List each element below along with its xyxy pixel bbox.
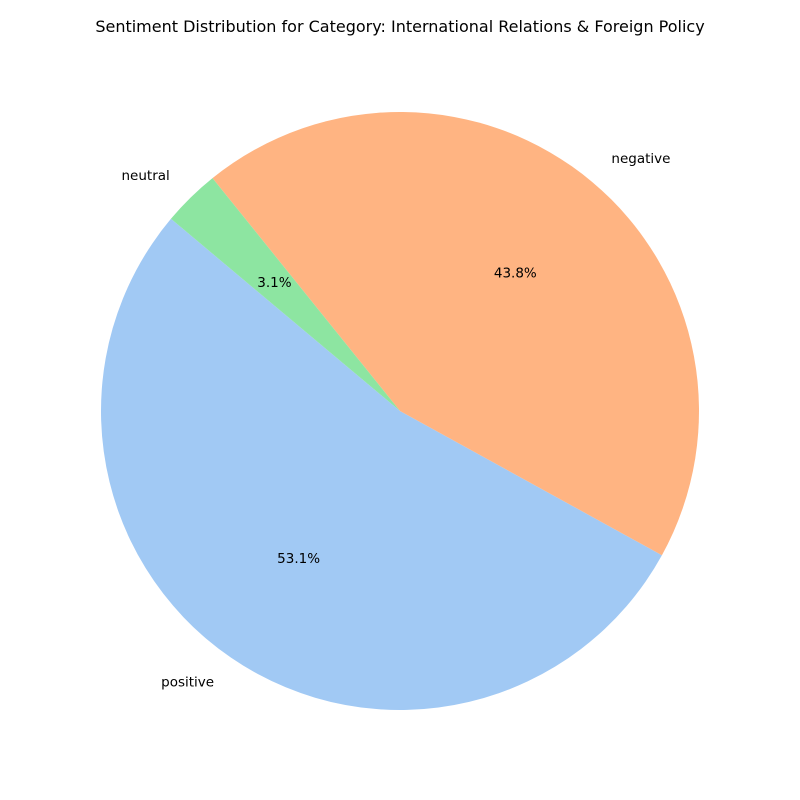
- pie-slice-neutral: [170, 178, 400, 411]
- slice-percent-neutral: 3.1%: [257, 275, 291, 291]
- slice-label-negative: negative: [611, 151, 670, 167]
- pie-slice-negative: [212, 111, 700, 556]
- pie-slice-positive: [101, 218, 662, 710]
- slice-percent-negative: 43.8%: [494, 266, 537, 282]
- pie-labels: positive 53.1% negative 43.8% neutral 3.1%: [122, 151, 671, 690]
- slice-label-neutral: neutral: [122, 168, 170, 184]
- chart-title: Sentiment Distribution for Category: Int…: [95, 17, 704, 36]
- slice-label-positive: positive: [161, 674, 214, 690]
- pie-slices: [101, 111, 700, 710]
- slice-percent-positive: 53.1%: [277, 551, 320, 567]
